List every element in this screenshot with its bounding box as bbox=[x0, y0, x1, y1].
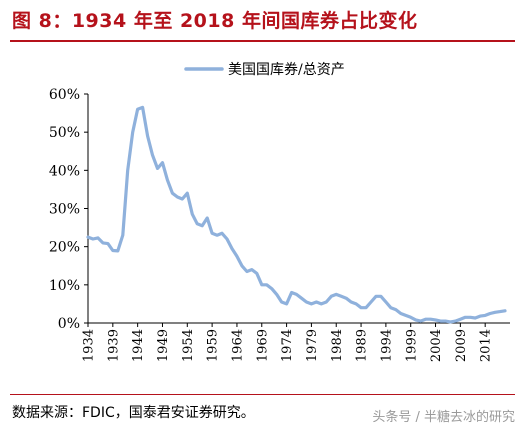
x-tick-label: 1964 bbox=[230, 329, 245, 362]
x-tick-label: 1939 bbox=[106, 329, 121, 362]
chart-ticks: 60% 50% 40% 30% 20% 10% 0%1934 1939 1944 1949 1954… bbox=[49, 87, 494, 362]
x-tick-label: 1959 bbox=[206, 329, 221, 362]
y-tick-label: 40% bbox=[49, 163, 80, 179]
x-tick-label: 2014 bbox=[479, 329, 494, 362]
x-tick-label: 2009 bbox=[454, 329, 469, 362]
y-tick-label: 10% bbox=[49, 278, 80, 294]
source-note: 数据来源：FDIC，国泰君安证券研究。 bbox=[12, 405, 255, 421]
x-tick-label: 1969 bbox=[255, 329, 270, 362]
legend-label: 美国国库券/总资产 bbox=[228, 62, 345, 78]
x-tick-label: 1994 bbox=[379, 329, 394, 362]
x-tick-label: 1984 bbox=[330, 329, 345, 362]
x-tick-label: 1934 bbox=[82, 329, 97, 362]
x-tick-label: 1989 bbox=[355, 329, 370, 362]
chart-series bbox=[86, 105, 507, 324]
series-line bbox=[86, 105, 507, 324]
chart-axes bbox=[87, 94, 510, 324]
y-tick-label: 60% bbox=[49, 87, 80, 103]
title-divider bbox=[10, 40, 515, 42]
y-tick-label: 30% bbox=[49, 202, 80, 218]
y-tick-label: 50% bbox=[49, 125, 80, 141]
line-chart: 60% 50% 40% 30% 20% 10% 0%1934 1939 1944 1949 1954… bbox=[49, 62, 510, 362]
x-tick-label: 1949 bbox=[156, 329, 171, 362]
watermark: 头条号 / 半糖去冰的研究 bbox=[372, 410, 515, 425]
x-tick-label: 2004 bbox=[429, 329, 444, 362]
y-tick-label: 20% bbox=[49, 240, 80, 256]
chart-title: 图 8：1934 年至 2018 年间国库券占比变化 bbox=[12, 10, 418, 32]
footer-divider bbox=[10, 394, 515, 395]
x-tick-label: 1954 bbox=[181, 329, 196, 362]
y-tick-label: 0% bbox=[58, 316, 80, 332]
chart-legend: 美国国库券/总资产 bbox=[184, 62, 345, 78]
x-tick-label: 1979 bbox=[305, 329, 320, 362]
x-tick-label: 1974 bbox=[280, 329, 295, 362]
x-tick-label: 1944 bbox=[131, 329, 146, 362]
x-tick-label: 1999 bbox=[404, 329, 419, 362]
